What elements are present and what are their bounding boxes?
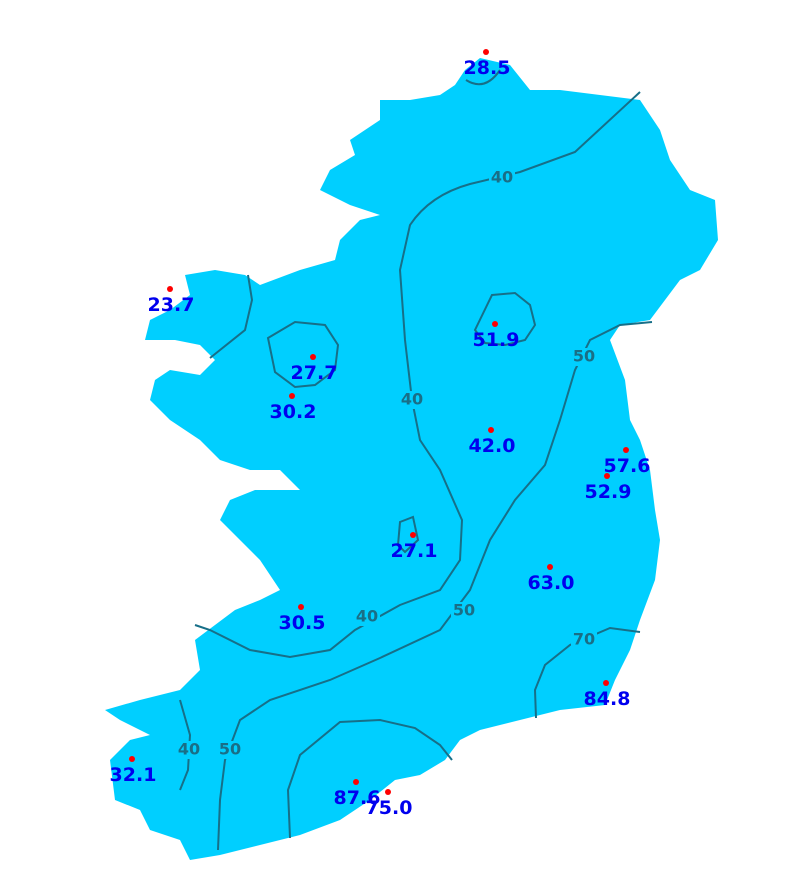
station-dot xyxy=(492,321,498,327)
contour-label: 40 xyxy=(178,740,200,759)
contour-label: 40 xyxy=(356,607,378,626)
station: 57.6 xyxy=(604,447,651,477)
station-dot xyxy=(289,393,295,399)
station-value: 32.1 xyxy=(110,764,157,786)
station: 51.9 xyxy=(473,321,520,351)
station-dot xyxy=(353,779,359,785)
station-dot xyxy=(488,427,494,433)
station-dot xyxy=(129,756,135,762)
contour-line xyxy=(266,320,340,389)
station: 52.9 xyxy=(585,473,632,503)
contour-label: 40 xyxy=(491,168,513,187)
contour-lines xyxy=(179,69,653,851)
contour-line xyxy=(473,291,537,347)
contour-label-bg xyxy=(354,608,380,626)
station-value: 51.9 xyxy=(473,329,520,351)
station-dot xyxy=(603,680,609,686)
contour-label-bg xyxy=(571,631,597,649)
contour-label: 50 xyxy=(453,601,475,620)
contour-label-bg xyxy=(451,602,477,620)
station-dot xyxy=(385,789,391,795)
contour-label-bg xyxy=(571,348,597,366)
station-dot xyxy=(604,473,610,479)
contour-label-bg xyxy=(176,741,202,759)
station-value: 63.0 xyxy=(528,572,575,594)
station-value: 75.0 xyxy=(366,797,413,819)
contour-labels: 40 40 50 40 50 70 40 50 xyxy=(176,168,597,759)
station-dot xyxy=(547,564,553,570)
station: 84.8 xyxy=(584,680,631,710)
contour-line xyxy=(533,626,641,719)
station: 42.0 xyxy=(469,427,516,457)
station: 30.2 xyxy=(270,393,317,423)
station: 23.7 xyxy=(148,286,195,316)
station-dot xyxy=(310,354,316,360)
station-value: 87.6 xyxy=(334,787,381,809)
station-dot xyxy=(623,447,629,453)
station-dot xyxy=(483,49,489,55)
contour-line xyxy=(465,69,501,86)
contour-label-bg xyxy=(217,741,243,759)
contour-label: 70 xyxy=(573,630,595,649)
station-value: 84.8 xyxy=(584,688,631,710)
station: 28.5 xyxy=(464,49,511,79)
station: 32.1 xyxy=(110,756,157,786)
station: 75.0 xyxy=(366,789,413,819)
station-value: 57.6 xyxy=(604,455,651,477)
station-dot xyxy=(167,286,173,292)
contour-label-bg xyxy=(399,391,425,409)
station-value: 30.2 xyxy=(270,401,317,423)
station-value: 23.7 xyxy=(148,294,195,316)
contour-label: 50 xyxy=(573,347,595,366)
contour-label: 40 xyxy=(401,390,423,409)
station: 30.5 xyxy=(279,604,326,634)
station-value: 27.1 xyxy=(391,540,438,562)
contour-label: 50 xyxy=(219,740,241,759)
contour-line xyxy=(209,274,254,359)
station: 63.0 xyxy=(528,564,575,594)
station-dot xyxy=(298,604,304,610)
station-value: 30.5 xyxy=(279,612,326,634)
contour-line xyxy=(194,91,641,659)
station-value: 52.9 xyxy=(585,481,632,503)
stations: 28.5 23.7 27.7 30.2 51.9 42.0 57.6 52.9 27.1 63.0… xyxy=(110,49,651,819)
station: 87.6 xyxy=(334,779,381,809)
station-dot xyxy=(410,532,416,538)
contour-label-bg xyxy=(489,169,515,187)
station: 27.7 xyxy=(291,354,338,384)
ireland-landmass xyxy=(105,58,718,860)
contour-line xyxy=(396,515,420,554)
station-value: 28.5 xyxy=(464,57,511,79)
station-value: 27.7 xyxy=(291,362,338,384)
station: 27.1 xyxy=(391,532,438,562)
contour-line xyxy=(286,718,453,839)
station-value: 42.0 xyxy=(469,435,516,457)
